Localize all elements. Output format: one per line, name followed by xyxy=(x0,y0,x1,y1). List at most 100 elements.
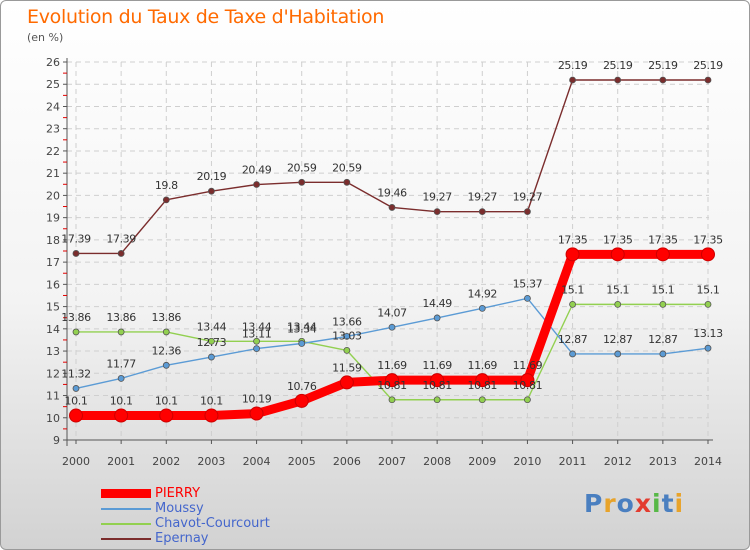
data-label: 13.44 xyxy=(242,320,272,333)
data-label: 12.36 xyxy=(152,344,182,357)
data-label: 14.49 xyxy=(422,297,452,310)
data-point xyxy=(208,187,215,195)
data-label: 13.86 xyxy=(61,311,91,324)
data-label: 13.03 xyxy=(332,329,362,342)
chart-title: Evolution du Taux de Taxe d'Habitation xyxy=(27,6,385,28)
data-label: 20.19 xyxy=(197,170,227,183)
data-point xyxy=(433,396,441,404)
data-point xyxy=(253,345,260,353)
data-label: 25.19 xyxy=(648,59,678,72)
data-label: 19.8 xyxy=(155,179,178,192)
legend-label: Chavot-Courcourt xyxy=(155,516,270,531)
data-label: 15.1 xyxy=(651,283,674,296)
data-point xyxy=(433,314,441,322)
data-point xyxy=(655,247,670,262)
x-tick-label: 2010 xyxy=(513,455,541,468)
data-label: 13.86 xyxy=(152,311,182,324)
data-label: 12.87 xyxy=(603,333,633,346)
y-tick-label: 18 xyxy=(46,234,60,247)
x-tick-label: 2000 xyxy=(62,455,90,468)
data-point xyxy=(520,373,535,388)
data-label: 11.69 xyxy=(513,359,543,372)
data-point xyxy=(253,181,260,188)
data-label: 17.39 xyxy=(61,232,91,245)
proxiti-logo: Proxiti xyxy=(584,489,684,518)
y-tick-label: 15 xyxy=(46,301,60,314)
data-label: 10.19 xyxy=(242,393,272,406)
data-point xyxy=(524,294,531,302)
legend-swatch xyxy=(101,489,151,498)
y-tick-label: 9 xyxy=(53,434,60,447)
data-label: 13.34 xyxy=(287,322,317,335)
y-tick-label: 20 xyxy=(46,189,60,202)
data-point xyxy=(704,76,712,84)
data-label: 10.76 xyxy=(287,380,317,393)
data-point xyxy=(478,396,486,404)
data-label: 19.27 xyxy=(422,191,452,204)
logo-letter: o xyxy=(616,489,635,518)
data-point xyxy=(162,361,170,369)
y-tick-label: 24 xyxy=(46,100,60,113)
y-tick-label: 25 xyxy=(46,78,60,91)
data-label: 10.1 xyxy=(110,395,133,408)
y-tick-label: 12 xyxy=(46,367,60,380)
data-label: 12.73 xyxy=(197,336,227,349)
data-point xyxy=(614,350,622,358)
data-label: 20.59 xyxy=(332,161,362,174)
data-label: 17.35 xyxy=(603,233,633,246)
data-label: 13.11 xyxy=(242,328,272,341)
x-tick-label: 2013 xyxy=(649,455,677,468)
x-tick-label: 2002 xyxy=(152,455,180,468)
data-label: 19.46 xyxy=(377,186,407,199)
data-point xyxy=(704,300,712,308)
data-label: 15.1 xyxy=(697,283,720,296)
data-point xyxy=(385,373,399,388)
data-label: 13.44 xyxy=(197,320,227,333)
data-label: 15.1 xyxy=(561,283,584,296)
data-point xyxy=(569,350,576,358)
data-label: 19.27 xyxy=(513,191,543,204)
data-point xyxy=(162,196,170,204)
data-point xyxy=(704,344,712,352)
y-tick-label: 22 xyxy=(46,145,60,158)
x-tick-label: 2014 xyxy=(694,455,722,468)
data-point xyxy=(114,408,129,423)
data-label: 12.87 xyxy=(648,333,678,346)
data-point xyxy=(253,337,260,345)
x-tick-label: 2003 xyxy=(197,455,225,468)
data-label: 11.77 xyxy=(106,357,136,370)
data-label: 11.69 xyxy=(468,359,498,372)
logo-letter: t xyxy=(661,489,675,518)
x-tick-label: 2006 xyxy=(333,455,361,468)
data-label: 19.27 xyxy=(468,191,498,204)
data-label: 17.39 xyxy=(106,232,136,245)
data-point xyxy=(298,340,306,347)
y-tick-label: 21 xyxy=(46,167,60,180)
data-point xyxy=(162,328,170,336)
data-point xyxy=(659,300,667,308)
legend-label: Epernay xyxy=(155,531,209,546)
data-label: 11.69 xyxy=(377,359,407,372)
data-point xyxy=(388,323,396,331)
data-point xyxy=(72,385,80,392)
data-label: 14.07 xyxy=(377,306,407,319)
data-point xyxy=(433,208,441,216)
data-point xyxy=(117,328,125,336)
data-label: 10.1 xyxy=(200,395,223,408)
data-label: 14.92 xyxy=(468,287,498,300)
data-point xyxy=(294,393,309,408)
data-point xyxy=(117,250,125,257)
y-tick-label: 23 xyxy=(46,123,60,136)
x-tick-label: 2012 xyxy=(604,455,632,468)
data-point xyxy=(72,328,80,336)
data-label: 13.44 xyxy=(287,320,317,333)
data-point xyxy=(388,396,396,404)
data-point xyxy=(610,247,625,262)
x-tick-label: 2001 xyxy=(107,455,135,468)
data-label: 25.19 xyxy=(603,59,633,72)
data-point xyxy=(614,76,622,84)
data-point xyxy=(524,208,531,216)
data-label: 13.86 xyxy=(106,311,136,324)
logo-letter: x xyxy=(634,489,652,518)
